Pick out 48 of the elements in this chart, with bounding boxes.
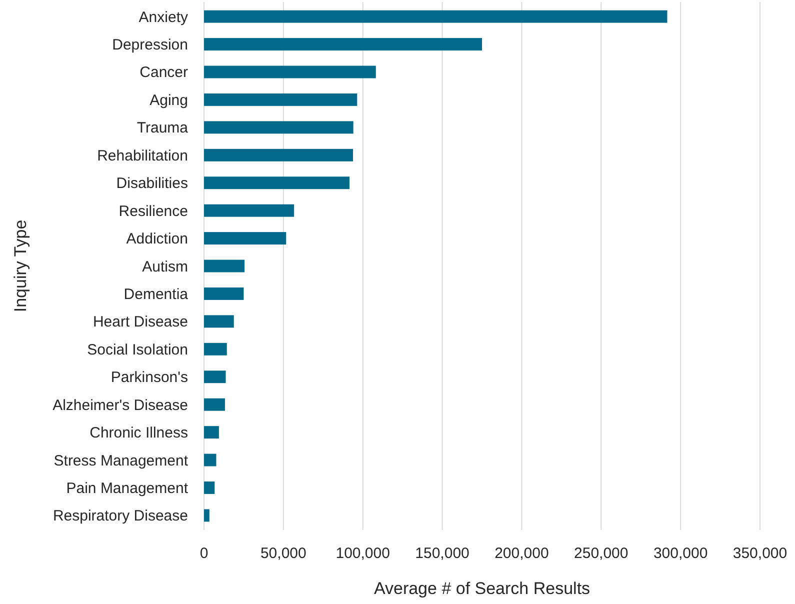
y-axis-title: Inquiry Type	[11, 220, 30, 312]
y-tick-label: Autism	[142, 258, 188, 276]
y-tick-label: Cancer	[140, 64, 188, 82]
x-tick-label: 100,000	[336, 545, 390, 562]
x-tick-label: 50,000	[260, 545, 306, 562]
bar	[204, 66, 376, 78]
bar	[204, 287, 244, 300]
y-tick-label: Depression	[112, 36, 188, 54]
y-tick-label: Resilience	[118, 202, 188, 220]
y-tick-label: Rehabilitation	[97, 147, 188, 164]
y-tick-label: Alzheimer's Disease	[52, 396, 188, 414]
y-tick-label: Social Isolation	[87, 341, 188, 358]
y-tick-label: Heart Disease	[92, 314, 188, 331]
bar	[204, 426, 219, 439]
y-tick-label: Parkinson's	[110, 369, 188, 386]
y-tick-label: Dementia	[124, 286, 189, 303]
x-tick-label: 250,000	[574, 545, 628, 562]
y-tick-label: Disabilities	[116, 175, 188, 192]
bar	[204, 260, 245, 272]
bar	[204, 509, 210, 522]
y-tick-label: Aging	[150, 92, 188, 109]
bar	[204, 370, 226, 384]
bar	[204, 398, 225, 411]
bar	[204, 176, 350, 190]
bar	[204, 148, 354, 162]
bar	[204, 454, 216, 466]
y-tick-label: Respiratory Disease	[52, 508, 188, 525]
x-tick-label: 200,000	[494, 545, 549, 562]
y-tick-label: Anxiety	[138, 8, 188, 26]
bar	[204, 342, 227, 356]
bar	[204, 93, 358, 106]
y-tick-label: Pain Management	[66, 480, 189, 497]
bar	[204, 121, 354, 134]
bar	[204, 204, 294, 217]
x-tick-label: 300,000	[653, 545, 708, 562]
y-tick-label: Chronic Illness	[90, 424, 188, 442]
bar	[204, 38, 482, 51]
x-tick-label: 150,000	[415, 545, 470, 562]
y-tick-label: Trauma	[136, 120, 189, 137]
x-axis-title: Average # of Search Results	[374, 579, 590, 598]
x-tick-label: 350,000	[732, 545, 788, 562]
bar	[204, 10, 668, 23]
y-tick-label: Addiction	[126, 230, 188, 248]
bar	[204, 481, 215, 494]
y-tick-label: Stress Management	[54, 452, 189, 470]
bar	[204, 315, 234, 328]
bar	[204, 232, 286, 245]
x-tick-label: 0	[200, 545, 208, 562]
